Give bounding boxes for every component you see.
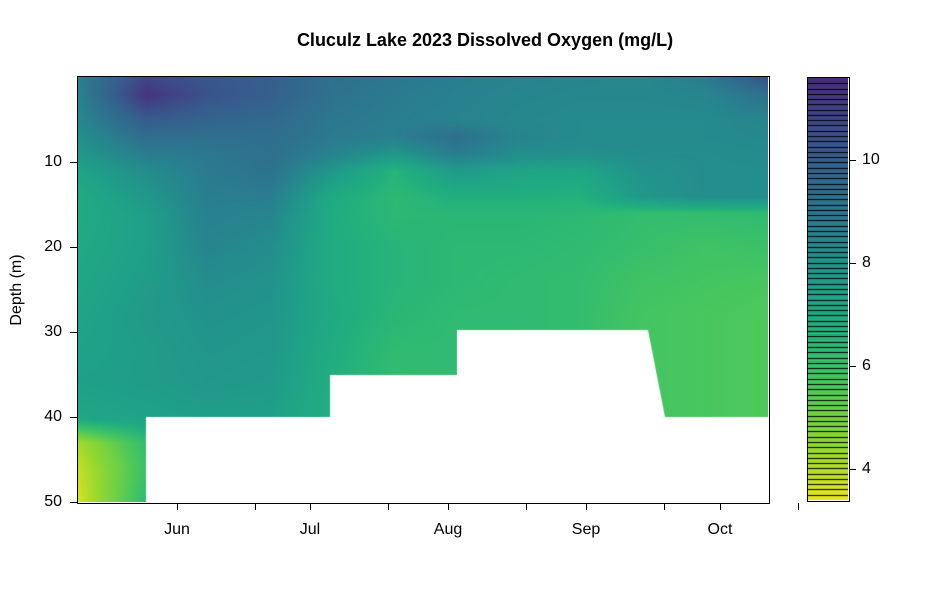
y-axis-tick [70,247,77,248]
y-axis-tick-label: 30 [44,323,62,340]
colorbar-tick-label: 8 [862,254,871,272]
colorbar-tick [849,469,856,471]
x-axis-tick-label: Jun [164,521,190,538]
chart-title: Cluculz Lake 2023 Dissolved Oxygen (mg/L… [296,30,674,50]
x-axis-tick-label: Aug [433,521,463,538]
x-axis-tick [388,503,389,510]
colorbar-tick [849,366,856,368]
x-axis-tick [310,503,311,510]
y-axis-tick [70,502,77,503]
x-axis-tick-label: Jul [299,521,321,538]
colorbar-tick-label: 10 [862,151,880,169]
x-axis-tick [664,503,665,510]
y-axis-tick [70,417,77,418]
y-axis-tick [70,162,77,163]
x-axis-tick [720,503,721,510]
colorbar-tick [849,160,856,162]
heatmap-plot-area [78,77,768,502]
x-axis-tick [448,503,449,510]
y-axis-tick-label: 20 [44,238,62,255]
x-axis-tick [255,503,256,510]
colorbar-tick-label: 4 [862,460,871,478]
y-axis-tick-label: 50 [44,493,62,510]
x-axis-tick-label: Sep [571,521,601,538]
x-axis-tick [586,503,587,510]
x-axis-tick [526,503,527,510]
x-axis-tick [177,503,178,510]
y-axis-tick-label: 10 [44,153,62,170]
x-axis-tick [798,503,799,510]
colorbar [808,78,848,500]
y-axis-tick-label: 40 [44,408,62,425]
colorbar-tick [849,263,856,265]
colorbar-tick-label: 6 [862,357,871,375]
y-axis-label: Depth (m) [8,254,25,326]
x-axis-tick-label: Oct [707,521,733,538]
y-axis-tick [70,332,77,333]
